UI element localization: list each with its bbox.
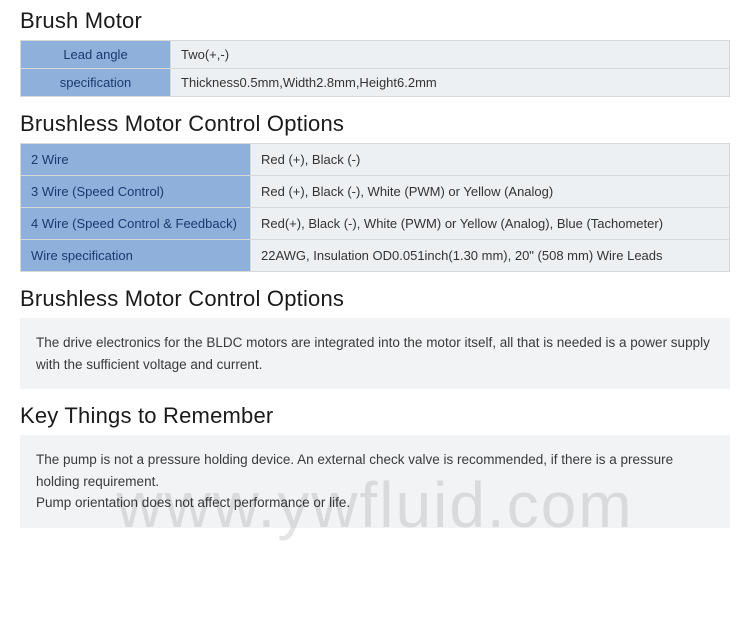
brushless-options-table: 2 Wire Red (+), Black (-) 3 Wire (Speed …	[20, 143, 730, 272]
table-row: Lead angle Two(+,-)	[21, 41, 730, 69]
table-row: 2 Wire Red (+), Black (-)	[21, 144, 730, 176]
key-things-line: Pump orientation does not affect perform…	[36, 492, 714, 514]
brushless-options-table-section: Brushless Motor Control Options 2 Wire R…	[20, 111, 730, 272]
row-value: Red (+), Black (-)	[251, 144, 730, 176]
key-things-line: The pump is not a pressure holding devic…	[36, 449, 714, 492]
row-label: 2 Wire	[21, 144, 251, 176]
row-label: Lead angle	[21, 41, 171, 69]
table-row: 4 Wire (Speed Control & Feedback) Red(+)…	[21, 208, 730, 240]
section-title: Key Things to Remember	[20, 403, 730, 429]
section-title: Brush Motor	[20, 8, 730, 34]
row-value: Thickness0.5mm,Width2.8mm,Height6.2mm	[171, 69, 730, 97]
brushless-options-note-section: Brushless Motor Control Options The driv…	[20, 286, 730, 389]
row-label: 3 Wire (Speed Control)	[21, 176, 251, 208]
row-value: Red (+), Black (-), White (PWM) or Yello…	[251, 176, 730, 208]
key-things-panel: The pump is not a pressure holding devic…	[20, 435, 730, 528]
row-label: specification	[21, 69, 171, 97]
brush-motor-table: Lead angle Two(+,-) specification Thickn…	[20, 40, 730, 97]
brush-motor-section: Brush Motor Lead angle Two(+,-) specific…	[20, 8, 730, 97]
row-value: Two(+,-)	[171, 41, 730, 69]
row-value: 22AWG, Insulation OD0.051inch(1.30 mm), …	[251, 240, 730, 272]
section-title: Brushless Motor Control Options	[20, 286, 730, 312]
row-label: 4 Wire (Speed Control & Feedback)	[21, 208, 251, 240]
section-title: Brushless Motor Control Options	[20, 111, 730, 137]
note-panel: The drive electronics for the BLDC motor…	[20, 318, 730, 389]
row-label: Wire specification	[21, 240, 251, 272]
table-row: Wire specification 22AWG, Insulation OD0…	[21, 240, 730, 272]
table-row: specification Thickness0.5mm,Width2.8mm,…	[21, 69, 730, 97]
key-things-section: Key Things to Remember The pump is not a…	[20, 403, 730, 528]
row-value: Red(+), Black (-), White (PWM) or Yellow…	[251, 208, 730, 240]
note-text: The drive electronics for the BLDC motor…	[36, 332, 714, 375]
table-row: 3 Wire (Speed Control) Red (+), Black (-…	[21, 176, 730, 208]
